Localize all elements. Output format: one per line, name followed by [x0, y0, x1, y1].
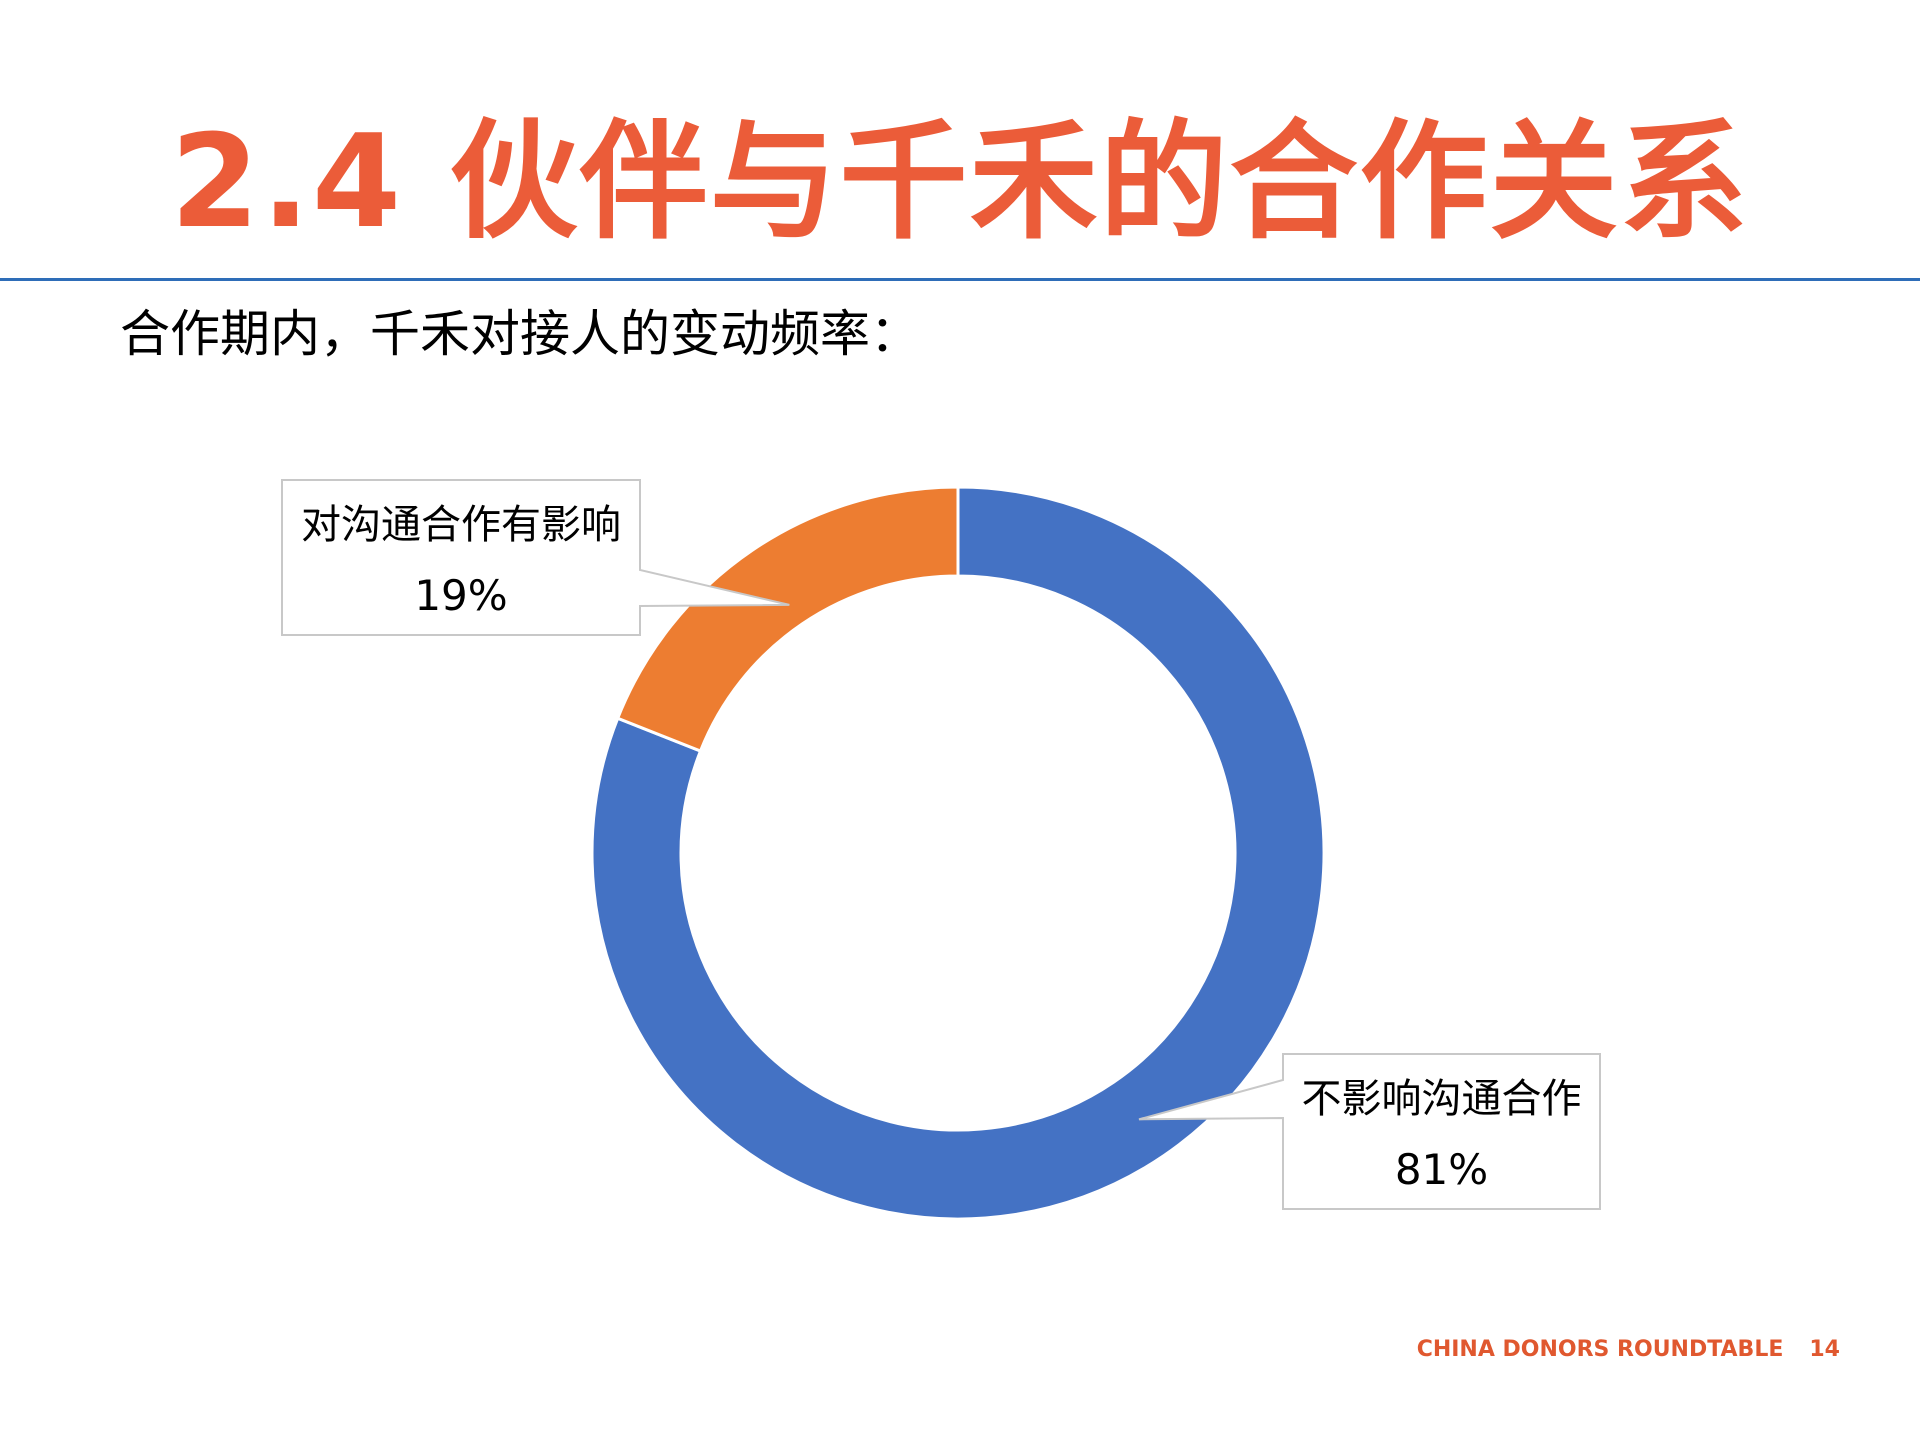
callout-label-affected: 对沟通合作有影响: [301, 502, 621, 548]
slide-subtitle: 合作期内，千禾对接人的变动频率：: [120, 305, 920, 363]
donut-slice-not-affected: [590, 485, 1326, 1221]
slide-title: 2.4 伙伴与千禾的合作关系: [170, 108, 1750, 257]
page-number: 14: [1809, 1337, 1840, 1362]
callout-not-affected: 不影响沟通合作 81%: [1138, 1053, 1601, 1210]
title-divider: [0, 278, 1920, 281]
callout-label-not-affected: 不影响沟通合作: [1302, 1076, 1582, 1122]
callout-box-affected: [281, 479, 790, 636]
callout-percent-affected: 19%: [414, 571, 507, 620]
slide-footer: CHINA DONORS ROUNDTABLE 14: [1300, 1336, 1840, 1364]
callout-box-not-affected: [1138, 1053, 1601, 1210]
donut-slice-affected: [615, 485, 960, 753]
callout-affected: 对沟通合作有影响 19%: [281, 479, 790, 636]
donut-callouts: 不影响沟通合作 81% 对沟通合作有影响 19%: [281, 479, 1601, 1210]
footer-org-name: CHINA DONORS ROUNDTABLE: [1416, 1337, 1784, 1362]
callout-percent-not-affected: 81%: [1395, 1145, 1488, 1194]
